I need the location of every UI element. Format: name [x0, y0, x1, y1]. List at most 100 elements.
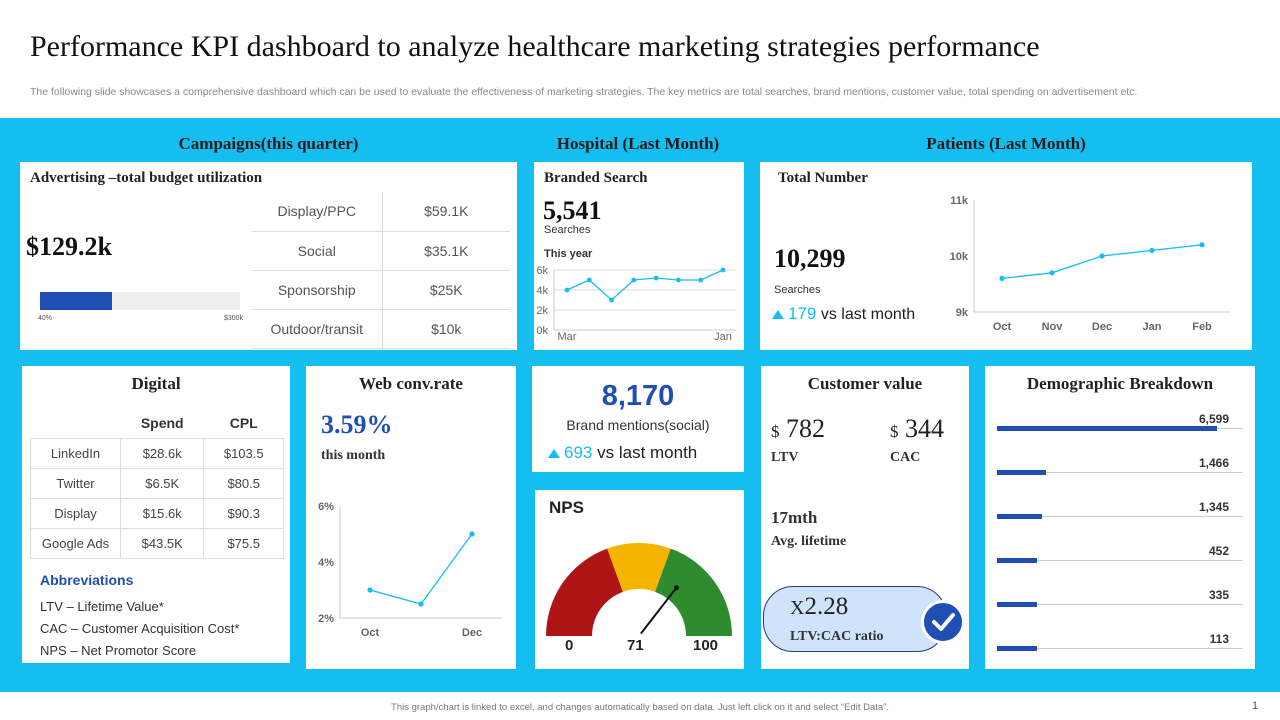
page-number: 1	[1252, 700, 1259, 712]
up-triangle-icon	[772, 310, 784, 320]
y-tick-label: 9k	[956, 307, 969, 319]
patients-unit: Searches	[774, 284, 821, 296]
data-point	[676, 277, 681, 283]
branded-search-title: Branded Search	[544, 170, 648, 186]
x-tick-label: Jan	[1143, 321, 1162, 333]
budget-max-label: $300k	[224, 315, 244, 322]
x-tick-label: Nov	[1042, 321, 1064, 333]
digital-cell-cpl: $103.5	[203, 437, 284, 469]
nps-max-label: 100	[693, 637, 719, 654]
patients-delta-text: vs last month	[820, 306, 916, 323]
ratio-prefix: X	[790, 597, 805, 619]
budget-progress-track	[40, 292, 240, 310]
budget-row: Outdoor/transit $10k	[252, 309, 510, 349]
digital-cell-spend: $15.6k	[119, 497, 205, 529]
data-point	[631, 277, 637, 283]
ratio-label: LTV:CAC ratio	[790, 629, 884, 644]
demographic-value: 335	[1208, 588, 1229, 602]
y-tick-label: 6k	[536, 265, 548, 277]
digital-cell-cpl: $75.5	[203, 527, 284, 559]
demographic-gridline	[997, 648, 1243, 649]
brand-mentions-delta-text: vs last month	[597, 443, 698, 462]
data-point	[418, 601, 424, 607]
demographic-gridline	[997, 516, 1243, 517]
page-title: Performance KPI dashboard to analyze hea…	[30, 30, 1040, 63]
digital-cell-name: LinkedIn	[30, 437, 121, 469]
ltv-label: LTV	[771, 450, 799, 465]
y-tick-label: 2k	[536, 305, 548, 317]
digital-card: Digital Spend CPL LinkedIn $28.6k $103.5 Tw…	[22, 366, 290, 663]
x-tick-label: Dec	[462, 627, 482, 639]
digital-cell-spend: $28.6k	[119, 437, 205, 469]
x-tick-label: Feb	[1192, 321, 1212, 333]
budget-progress-fill	[40, 292, 112, 310]
budget-channel: Outdoor/transit	[252, 309, 383, 349]
patients-delta-value: 179	[788, 304, 817, 323]
digital-header-cpl: CPL	[229, 414, 258, 431]
budget-row: Social $35.1K	[252, 231, 510, 271]
gauge-needle-tip	[673, 585, 679, 591]
x-tick-label: Oct	[361, 627, 380, 639]
demographic-value: 113	[1209, 632, 1229, 646]
demographic-bar	[997, 470, 1046, 475]
budget-channel: Sponsorship	[252, 270, 383, 310]
digital-row: LinkedIn $28.6k $103.5	[30, 437, 284, 469]
demographic-bar	[997, 514, 1042, 519]
customer-value-title: Customer value	[807, 374, 923, 393]
nps-min-label: 0	[565, 637, 574, 654]
demographic-bar	[997, 646, 1037, 651]
ltv-value: $ 782	[771, 414, 825, 444]
gauge-needle	[640, 587, 678, 635]
y-tick-label: 4%	[318, 557, 334, 569]
brand-mentions-value: 8,170	[601, 380, 675, 412]
branded-search-card: Branded Search 5,541 Searches This year …	[534, 162, 744, 350]
y-tick-label: 4k	[536, 285, 548, 297]
brand-mentions-delta-value: 693	[564, 443, 593, 462]
series-line	[369, 533, 473, 605]
patients-card: Total Number 10,299 Searches 179 vs last…	[760, 162, 1252, 350]
demographic-value: 452	[1208, 544, 1229, 558]
advertising-total: $129.2k	[26, 232, 112, 261]
demographic-bar	[997, 426, 1217, 431]
footer-note: This graph/chart is linked to excel, and…	[391, 702, 889, 713]
lifetime-value: 17mth	[771, 508, 818, 527]
data-point	[999, 275, 1005, 281]
demographic-value: 1,466	[1198, 456, 1229, 470]
cac-label: CAC	[890, 450, 921, 465]
budget-min-label: 40%	[38, 315, 53, 322]
ltv-number: 782	[786, 414, 825, 443]
digital-row: Google Ads $43.5K $75.5	[30, 527, 284, 559]
y-tick-label: 11k	[950, 195, 969, 207]
digital-cell-cpl: $80.5	[203, 467, 284, 499]
advertising-card: Advertising –total budget utilization $1…	[20, 162, 517, 350]
budget-channel: Social	[252, 231, 383, 271]
series-line	[566, 269, 724, 301]
budget-row: Sponsorship $25K	[252, 270, 510, 310]
branded-search-value: 5,541	[543, 196, 602, 225]
dashboard-area: Campaigns(this quarter) Hospital (Last M…	[0, 118, 1280, 692]
gauge-segment	[607, 543, 671, 592]
data-point	[609, 297, 614, 303]
ratio-value: X2.28	[790, 593, 848, 621]
data-point	[1099, 253, 1105, 259]
ltv-cac-ratio-pill: X2.28 LTV:CAC ratio	[763, 586, 947, 652]
patients-delta: 179 vs last month	[772, 304, 915, 324]
demographic-gridline	[997, 472, 1243, 473]
budget-row: Display/PPC $59.1K	[252, 192, 510, 232]
patients-title: Total Number	[778, 170, 868, 186]
web-conv-title: Web conv.rate	[359, 374, 463, 393]
branded-search-chart: 6k 4k 2k 0k Mar Jan	[536, 265, 736, 343]
budget-channel: Display/PPC	[252, 192, 383, 232]
demographic-bar	[997, 558, 1037, 563]
budget-amount: $25K	[382, 270, 510, 310]
checkmark-icon	[921, 600, 965, 644]
budget-amount: $35.1K	[382, 231, 510, 271]
data-point	[720, 267, 726, 273]
web-conv-subtitle: this month	[321, 448, 386, 463]
ratio-number: 2.28	[804, 593, 849, 620]
nps-title: NPS	[549, 498, 584, 517]
digital-table: Spend CPL LinkedIn $28.6k $103.5 Twitter $6.…	[30, 408, 284, 559]
abbr-nps: NPS – Net Promotor Score	[40, 643, 197, 658]
web-conv-card: Web conv.rate 3.59% this month 6% 4% 2% Oct…	[306, 366, 516, 669]
budget-amount: $59.1K	[382, 192, 510, 232]
